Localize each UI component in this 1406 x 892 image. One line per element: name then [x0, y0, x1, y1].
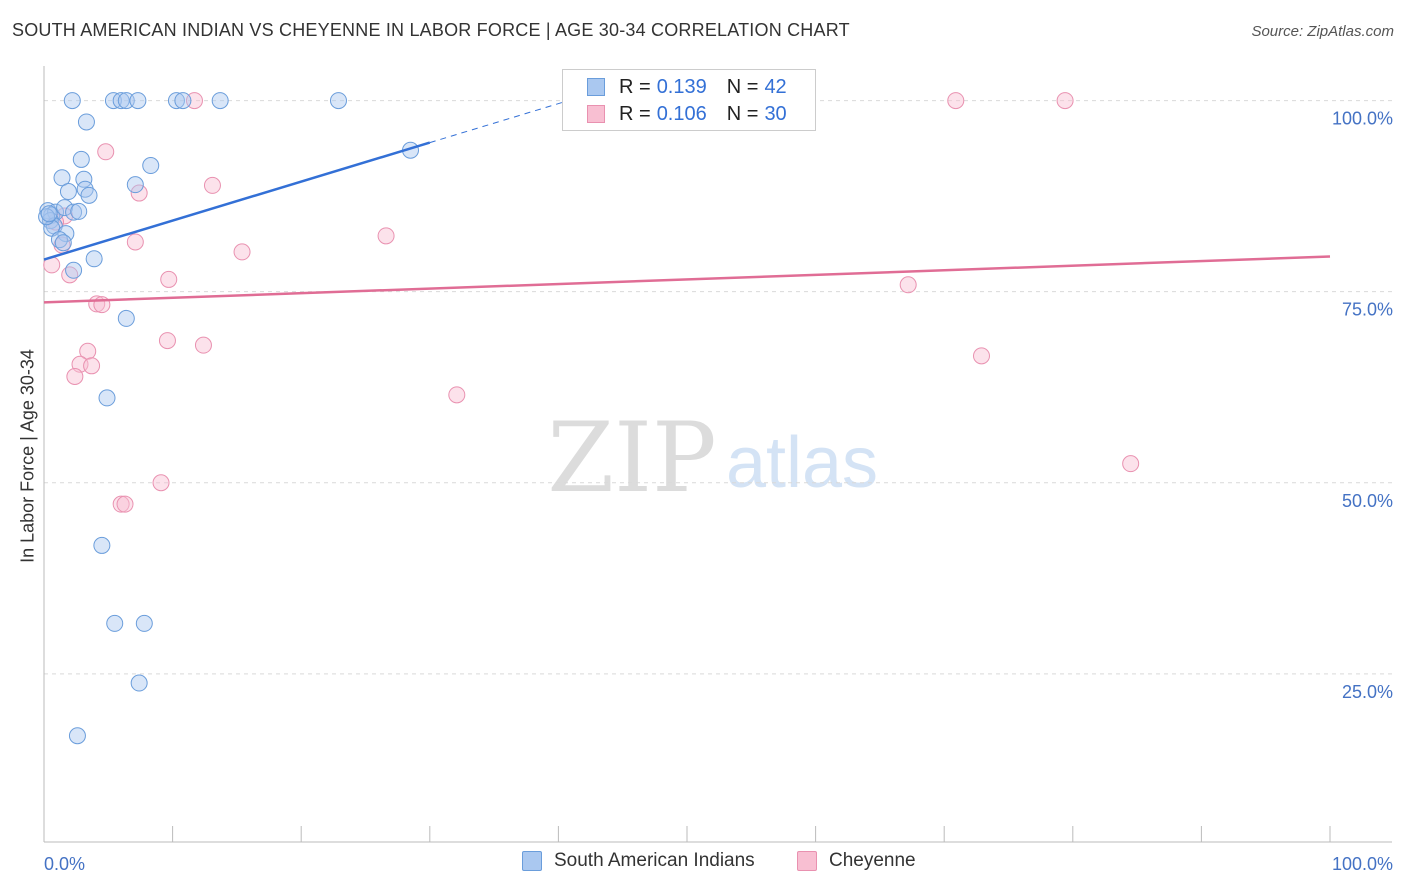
south-american-indians-trend-line [43, 141, 431, 261]
cheyenne-point [185, 92, 203, 110]
legend-swatch-blue [522, 851, 542, 871]
tick-labels: 25.0% 50.0% 75.0% 100.0% 0.0% 100.0% [44, 109, 1393, 874]
south-american-indians-point [117, 92, 135, 110]
cheyenne-point [66, 368, 84, 386]
south-american-indians-point [211, 92, 229, 110]
series-legend: South American Indians Cheyenne [0, 850, 1406, 880]
south-american-indians-point [129, 92, 147, 110]
y-tick-label: 100.0% [1332, 109, 1393, 129]
cheyenne-point [448, 386, 466, 404]
south-american-indians-point [126, 176, 144, 194]
cheyenne-points [43, 92, 1140, 513]
south-american-indians-point [65, 203, 83, 221]
legend-r-value: 0.139 [656, 75, 707, 98]
cheyenne-point [97, 143, 115, 161]
south-american-indians-point [98, 389, 116, 407]
x-tick-label: 0.0% [44, 854, 85, 874]
chart-title: SOUTH AMERICAN INDIAN VS CHEYENNE IN LAB… [12, 20, 850, 40]
legend-r-value: 0.106 [656, 102, 707, 125]
cheyenne-point [158, 332, 176, 350]
south-american-indians-point [93, 536, 111, 554]
cheyenne-trend-line [43, 255, 1331, 304]
watermark-zip: ZIP [547, 402, 716, 514]
south-american-indians-point [167, 92, 185, 110]
south-american-indians-point [38, 208, 56, 226]
cheyenne-point [160, 270, 178, 288]
south-american-indians-point [40, 205, 58, 223]
south-american-indians-point [68, 727, 86, 745]
south-american-indians-point [142, 157, 160, 175]
trend-lines [43, 101, 1331, 304]
south-american-indians-point [80, 186, 98, 204]
cheyenne-point [947, 92, 965, 110]
correlation-legend: R = 0.139 N = 42 R = 0.106 N = 30 [562, 69, 816, 131]
legend-row-south-american-indians: R = 0.139 N = 42 [587, 74, 787, 100]
south-american-indians-point [130, 674, 148, 692]
watermark-atlas: atlas [726, 423, 878, 503]
south-american-indians-point [63, 92, 81, 110]
south-american-indians-point [135, 614, 153, 632]
legend-item-south-american-indians[interactable]: South American Indians [522, 850, 755, 872]
cheyenne-point [233, 243, 251, 261]
cheyenne-point [377, 227, 395, 245]
legend-n-label: N = [726, 75, 759, 98]
legend-row-cheyenne: R = 0.106 N = 30 [587, 101, 787, 127]
cheyenne-point [83, 357, 101, 375]
cheyenne-point [130, 184, 148, 202]
y-tick-label: 25.0% [1342, 682, 1393, 702]
cheyenne-point [112, 495, 130, 513]
legend-n-label: N = [726, 102, 759, 125]
legend-swatch-blue [587, 78, 605, 96]
legend-swatch-pink [797, 851, 817, 871]
south-american-indians-point [174, 92, 192, 110]
south-american-indians-point [117, 309, 135, 327]
watermark: ZIP atlas [547, 402, 878, 514]
cheyenne-point [126, 233, 144, 251]
south-american-indians-trend-extension [429, 101, 565, 144]
south-american-indians-point [59, 183, 77, 201]
x-tick-label: 100.0% [1332, 854, 1393, 874]
axes [43, 66, 1392, 843]
legend-n-value: 42 [764, 75, 787, 98]
y-tick-label: 75.0% [1342, 300, 1393, 320]
legend-label: Cheyenne [829, 850, 916, 871]
legend-r-label: R = [619, 75, 651, 98]
cheyenne-point [1056, 92, 1074, 110]
cheyenne-point [972, 347, 990, 365]
cheyenne-point [116, 495, 134, 513]
south-american-indians-point [112, 92, 130, 110]
cheyenne-point [1122, 455, 1140, 473]
south-american-indians-point [106, 614, 124, 632]
cheyenne-point [899, 276, 917, 294]
legend-r-label: R = [619, 102, 651, 125]
south-american-indians-point [53, 169, 71, 187]
south-american-indians-point [85, 250, 103, 268]
south-american-indians-point [65, 261, 83, 279]
legend-item-cheyenne[interactable]: Cheyenne [797, 850, 916, 872]
south-american-indians-point [77, 113, 95, 131]
cheyenne-point [194, 336, 212, 354]
cheyenne-point [203, 176, 221, 194]
south-american-indians-point [72, 150, 90, 168]
south-american-indians-point [56, 199, 74, 217]
legend-swatch-pink [587, 105, 605, 123]
cheyenne-point [152, 474, 170, 492]
south-american-indians-point [329, 92, 347, 110]
legend-label: South American Indians [554, 850, 755, 871]
south-american-indians-points [38, 92, 420, 745]
grid [44, 100, 1392, 675]
y-tick-label: 50.0% [1342, 491, 1393, 511]
chart-source: Source: ZipAtlas.com [1251, 23, 1394, 40]
south-american-indians-point [54, 234, 72, 252]
legend-n-value: 30 [764, 102, 787, 125]
south-american-indians-point [70, 202, 88, 220]
south-american-indians-point [47, 203, 65, 221]
